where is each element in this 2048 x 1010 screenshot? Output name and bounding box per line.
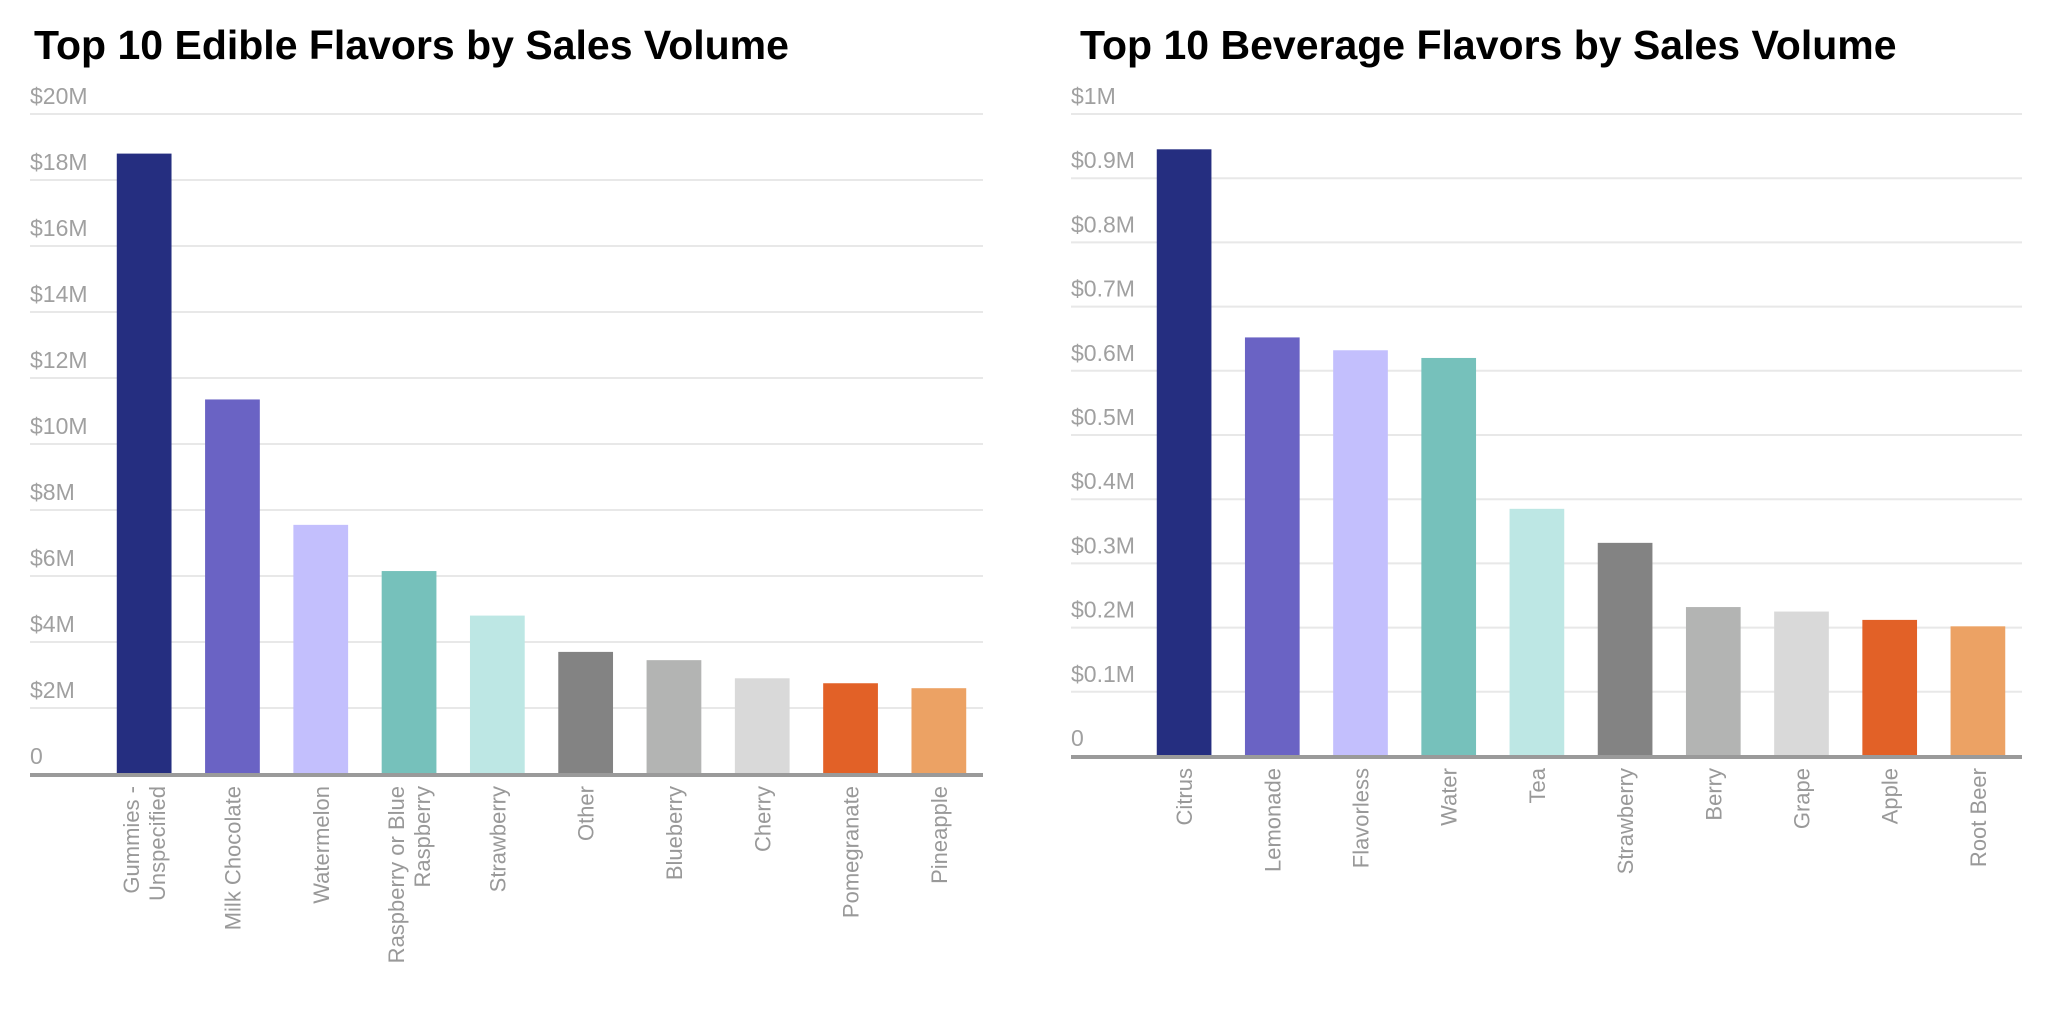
bar-grape [1774, 611, 1829, 756]
bar-gummies-unspecified [116, 153, 172, 775]
bar-blueberry [646, 660, 702, 774]
y-tick-label: $1M [1071, 83, 1116, 109]
y-tick-label: 0 [30, 743, 43, 769]
x-tick-label: Gummies - [119, 786, 144, 894]
bar-milk-chocolate [205, 399, 260, 774]
x-tick-label: Grape [1790, 768, 1815, 829]
edible-chart: 0 $2M $4M $6M $8M $10M $12M $14M $16M $18M $20M Gum… [30, 83, 983, 963]
bar-tea [1509, 508, 1565, 756]
bar-raspberry-or-blue-raspberry [381, 571, 437, 774]
y-tick-label: $6M [30, 545, 75, 571]
x-tick-label: Raspberry or Blue [384, 786, 409, 963]
bar-lemonade [1244, 337, 1300, 756]
y-tick-label: $0.3M [1071, 532, 1135, 558]
x-tick-label: Tea [1525, 767, 1550, 803]
x-tick-label: Berry [1701, 768, 1726, 821]
bar-flavorless [1333, 350, 1388, 756]
y-tick-label: $8M [30, 479, 75, 505]
x-tick-label: Strawberry [485, 786, 510, 892]
bar-cherry [734, 678, 790, 774]
y-tick-label: $20M [30, 83, 88, 109]
y-tick-label: $0.2M [1071, 597, 1135, 623]
bar-watermelon [293, 524, 349, 774]
x-tick-label: Apple [1878, 768, 1903, 824]
y-tick-label: $12M [30, 347, 88, 373]
y-tick-label: $0.4M [1071, 468, 1135, 494]
bar-apple [1862, 619, 1918, 756]
x-tick-label: Pineapple [927, 786, 952, 884]
bar-other [558, 651, 614, 774]
x-tick-label: Cherry [750, 786, 775, 852]
bar-strawberry [1597, 542, 1653, 756]
y-tick-label: $4M [30, 611, 75, 637]
y-tick-label: $0.8M [1071, 211, 1135, 237]
y-tick-label: $10M [30, 413, 88, 439]
y-tick-label: $14M [30, 281, 88, 307]
bar-root-beer [1950, 626, 2006, 756]
x-tick-label: Watermelon [309, 786, 334, 904]
edible-chart-title: Top 10 Edible Flavors by Sales Volume [34, 22, 789, 68]
y-tick-label: $18M [30, 149, 88, 175]
x-tick-label: Unspecified [145, 786, 170, 901]
y-tick-label: $0.7M [1071, 276, 1135, 302]
bar-pineapple [911, 688, 967, 774]
x-tick-label: Other [574, 786, 599, 841]
y-tick-label: $0.5M [1071, 404, 1135, 430]
bar-water [1421, 357, 1477, 756]
x-tick-label: Lemonade [1260, 768, 1285, 872]
x-tick-label: Flavorless [1349, 768, 1374, 868]
x-tick-label: Citrus [1172, 768, 1197, 825]
beverage-chart-title: Top 10 Beverage Flavors by Sales Volume [1080, 22, 1897, 68]
y-tick-label: $0.6M [1071, 340, 1135, 366]
y-tick-label: $16M [30, 215, 88, 241]
y-tick-label: $2M [30, 677, 75, 703]
bar-pomegranate [823, 683, 878, 774]
y-tick-label: 0 [1071, 725, 1084, 751]
bar-strawberry [469, 615, 525, 774]
beverage-chart: 0 $0.1M $0.2M $0.3M $0.4M $0.5M $0.6M $0.7M $0.8… [1071, 83, 2022, 874]
y-tick-label: $0.1M [1071, 661, 1135, 687]
x-tick-label: Water [1437, 768, 1462, 826]
x-tick-label: Root Beer [1966, 768, 1991, 867]
bar-citrus [1156, 149, 1212, 756]
x-tick-label: Raspberry [410, 786, 435, 887]
x-tick-label: Pomegranate [839, 786, 864, 918]
x-tick-label: Milk Chocolate [220, 786, 245, 930]
bar-berry [1685, 607, 1741, 756]
x-tick-label: Strawberry [1613, 768, 1638, 874]
y-tick-label: $0.9M [1071, 147, 1135, 173]
x-tick-label: Blueberry [662, 786, 687, 880]
